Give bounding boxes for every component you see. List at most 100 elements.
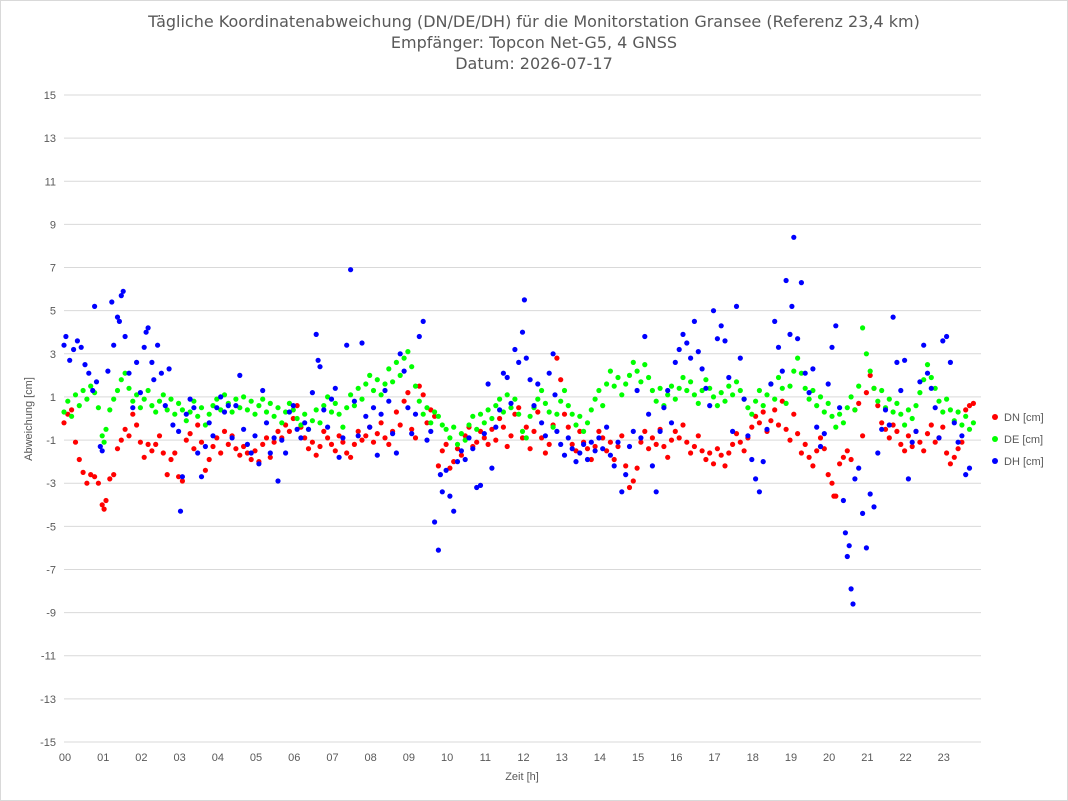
data-point <box>733 431 740 437</box>
data-point <box>844 553 850 560</box>
data-point <box>561 387 568 394</box>
data-point <box>619 433 625 439</box>
data-point <box>588 456 594 463</box>
data-point <box>378 411 384 417</box>
data-point <box>172 450 178 456</box>
data-point <box>298 435 304 441</box>
x-tick-label: 07 <box>326 752 338 764</box>
data-point <box>829 413 835 419</box>
data-point <box>584 456 591 463</box>
data-point <box>684 340 690 346</box>
data-point <box>118 437 124 443</box>
data-point <box>688 355 694 361</box>
data-point <box>156 433 163 439</box>
data-point <box>966 426 973 432</box>
data-point <box>588 407 594 413</box>
data-point <box>137 439 143 445</box>
data-point <box>554 428 560 434</box>
data-point <box>905 433 912 439</box>
data-point <box>852 407 858 413</box>
data-point <box>412 383 419 389</box>
gridlines <box>64 94 981 743</box>
data-point <box>90 387 96 394</box>
data-point <box>737 439 743 445</box>
data-point <box>405 349 411 355</box>
data-point <box>76 456 82 463</box>
data-point <box>435 463 441 469</box>
data-point <box>309 439 315 445</box>
data-point <box>500 409 506 415</box>
data-point <box>202 467 208 473</box>
data-point <box>177 508 184 514</box>
data-point <box>92 303 98 309</box>
data-point <box>779 368 785 374</box>
data-point <box>924 362 931 368</box>
data-point <box>856 465 862 471</box>
data-point <box>493 424 499 430</box>
data-point <box>305 446 312 452</box>
data-point <box>179 474 185 480</box>
y-tick-label: 7 <box>50 263 56 275</box>
data-point <box>646 374 652 381</box>
data-point <box>317 420 323 426</box>
data-point <box>489 465 495 471</box>
y-tick-label: -11 <box>41 651 56 663</box>
data-point <box>642 362 648 368</box>
data-point <box>283 422 289 428</box>
y-tick-label: 9 <box>50 219 56 231</box>
data-point <box>932 439 938 445</box>
data-point <box>936 398 942 404</box>
data-point <box>130 405 136 411</box>
data-point <box>321 428 327 434</box>
data-point <box>328 441 335 447</box>
data-point <box>898 441 904 447</box>
data-point <box>890 409 896 415</box>
data-point <box>718 390 724 396</box>
data-point <box>940 338 946 344</box>
data-point <box>474 484 480 491</box>
data-point <box>661 443 667 450</box>
data-point <box>336 411 342 417</box>
data-point <box>546 409 552 415</box>
data-point <box>263 420 270 426</box>
data-point <box>454 446 461 452</box>
data-point <box>386 398 392 404</box>
legend-label: DH [cm] <box>1004 456 1044 468</box>
data-point <box>550 424 556 430</box>
data-point <box>237 372 243 378</box>
data-point <box>539 387 545 394</box>
data-point <box>451 459 457 465</box>
data-point <box>120 288 126 294</box>
data-point <box>963 407 969 413</box>
x-tick-label: 03 <box>174 752 186 764</box>
data-point <box>863 390 870 396</box>
data-point <box>481 420 487 426</box>
data-point <box>355 428 361 434</box>
data-point <box>550 351 556 357</box>
data-point <box>817 435 824 441</box>
data-point <box>846 543 852 549</box>
y-tick-label: -1 <box>46 435 56 447</box>
data-point <box>458 431 464 437</box>
data-point <box>542 400 549 406</box>
data-point <box>707 450 713 456</box>
x-tick-label: 01 <box>97 752 109 764</box>
x-tick-label: 08 <box>365 752 377 764</box>
data-point <box>577 450 583 456</box>
data-point <box>393 359 399 365</box>
data-point <box>84 396 90 402</box>
data-point <box>970 400 977 406</box>
data-point <box>840 497 847 504</box>
data-point <box>588 439 594 445</box>
x-tick-label: 11 <box>480 752 491 764</box>
data-point <box>497 407 503 413</box>
x-tick-label: 17 <box>708 752 720 764</box>
data-point <box>294 415 300 422</box>
data-point <box>626 484 633 491</box>
data-point <box>913 428 919 434</box>
data-point <box>462 456 468 463</box>
data-point <box>649 463 656 469</box>
data-point <box>489 426 495 432</box>
data-point <box>462 433 468 439</box>
data-point <box>959 422 965 428</box>
